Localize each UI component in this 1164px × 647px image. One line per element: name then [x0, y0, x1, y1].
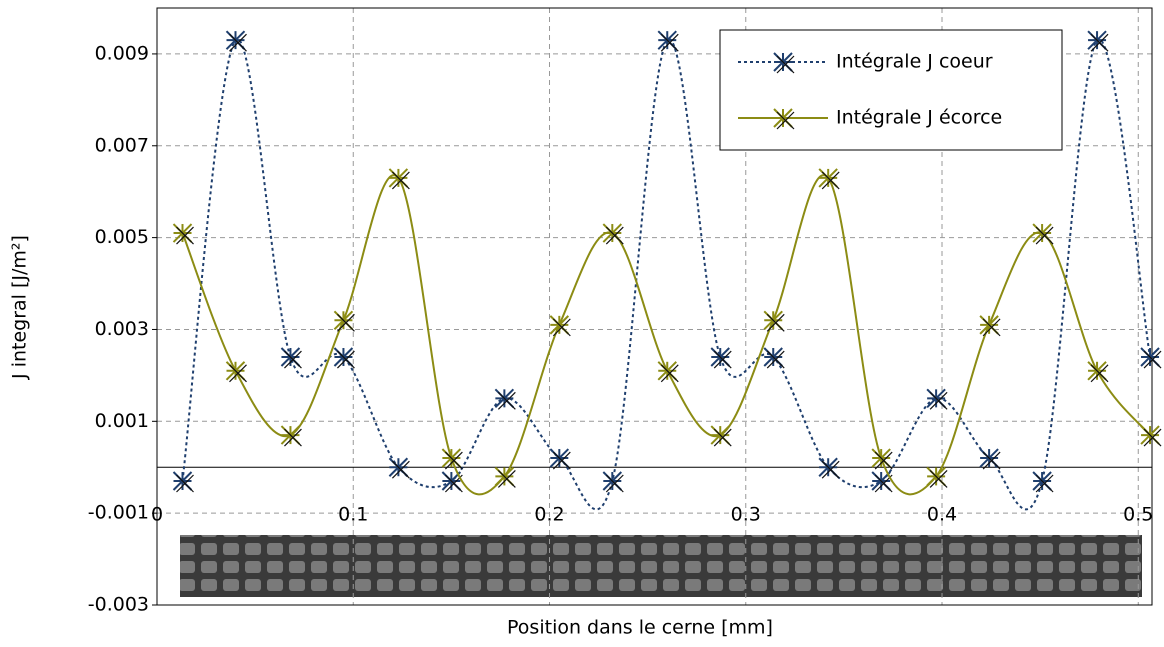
- marker-stroke: [391, 460, 410, 479]
- legend-label: Intégrale J coeur: [836, 51, 993, 73]
- y-tick-label: -0.003: [88, 594, 149, 616]
- point: [710, 425, 732, 447]
- point: [172, 471, 194, 493]
- series-line: [181, 174, 1151, 496]
- point: [818, 457, 840, 479]
- x-tick-label: 0.4: [927, 504, 957, 526]
- legend-marker: [773, 108, 795, 130]
- marker-stroke: [444, 451, 463, 470]
- point: [1032, 471, 1054, 493]
- point: [1140, 347, 1162, 369]
- point: [979, 315, 1001, 337]
- point: [1140, 425, 1162, 447]
- marker-stroke: [1035, 474, 1054, 493]
- legend-marker: [773, 52, 795, 74]
- plot-frame: [156, 7, 1153, 606]
- marker-stroke: [821, 171, 840, 190]
- marker-stroke: [1090, 33, 1109, 52]
- point: [602, 223, 624, 245]
- point: [1032, 223, 1054, 245]
- y-tick-label: 0.009: [95, 42, 149, 64]
- point: [818, 168, 840, 190]
- point: [763, 310, 785, 332]
- marker-stroke: [1035, 226, 1054, 245]
- x-tick-label: 0.3: [731, 504, 761, 526]
- point: [979, 448, 1001, 470]
- marker-stroke: [552, 318, 571, 337]
- legend-label: Intégrale J écorce: [836, 107, 1002, 129]
- point: [926, 388, 948, 410]
- point: [280, 347, 302, 369]
- x-tick-label: 0.1: [338, 504, 368, 526]
- marker-stroke: [552, 451, 571, 470]
- marker-stroke: [1143, 350, 1162, 369]
- marker-stroke: [284, 428, 302, 447]
- point: [172, 223, 194, 245]
- marker-stroke: [713, 350, 732, 369]
- point: [549, 448, 571, 470]
- point: [280, 425, 302, 447]
- point: [441, 448, 463, 470]
- marker-stroke: [1090, 364, 1109, 383]
- marker-stroke: [929, 391, 948, 410]
- y-tick-label: 0.001: [95, 410, 149, 432]
- marker-stroke: [821, 460, 840, 479]
- legend-box: [719, 29, 1063, 151]
- point: [871, 448, 893, 470]
- marker-stroke: [776, 111, 795, 130]
- marker-stroke: [391, 171, 410, 190]
- point: [926, 466, 948, 488]
- marker-stroke: [1143, 428, 1162, 447]
- wood-image: [180, 535, 1142, 597]
- marker-stroke: [176, 226, 194, 245]
- point: [1087, 361, 1109, 383]
- point: [763, 347, 785, 369]
- marker-stroke: [337, 313, 355, 332]
- x-tick-label: 0.5: [1123, 504, 1153, 526]
- series-line: [181, 38, 1152, 511]
- point: [333, 347, 355, 369]
- marker-stroke: [176, 474, 194, 493]
- marker-stroke: [337, 350, 355, 369]
- point: [494, 466, 516, 488]
- marker-stroke: [660, 364, 679, 383]
- marker-stroke: [766, 313, 785, 332]
- point: [388, 457, 410, 479]
- point: [225, 361, 247, 383]
- marker-stroke: [497, 391, 516, 410]
- marker-stroke: [982, 451, 1001, 470]
- point: [1087, 30, 1109, 52]
- marker-stroke: [497, 469, 516, 488]
- marker-stroke: [929, 469, 948, 488]
- y-tick-label: -0.001: [88, 502, 149, 524]
- marker-stroke: [605, 474, 624, 493]
- point: [225, 30, 247, 52]
- marker-stroke: [660, 33, 679, 52]
- point: [602, 471, 624, 493]
- marker-stroke: [874, 451, 893, 470]
- point: [657, 30, 679, 52]
- x-axis-title: Position dans le cerne [mm]: [507, 617, 773, 639]
- marker-stroke: [776, 55, 795, 74]
- marker-stroke: [284, 350, 302, 369]
- y-tick-label: 0.005: [95, 226, 149, 248]
- point: [710, 347, 732, 369]
- marker-stroke: [229, 364, 247, 383]
- y-tick-label: 0.007: [95, 134, 149, 156]
- point: [657, 361, 679, 383]
- marker-stroke: [605, 226, 624, 245]
- marker-stroke: [713, 428, 732, 447]
- point: [333, 310, 355, 332]
- point: [494, 388, 516, 410]
- x-tick-label: 0.2: [534, 504, 564, 526]
- marker-stroke: [229, 33, 247, 52]
- marker-stroke: [766, 350, 785, 369]
- point: [388, 168, 410, 190]
- point: [549, 315, 571, 337]
- marker-stroke: [982, 318, 1001, 337]
- y-tick-label: 0.003: [95, 318, 149, 340]
- y-axis-title: J integral [J/m²]: [9, 235, 31, 380]
